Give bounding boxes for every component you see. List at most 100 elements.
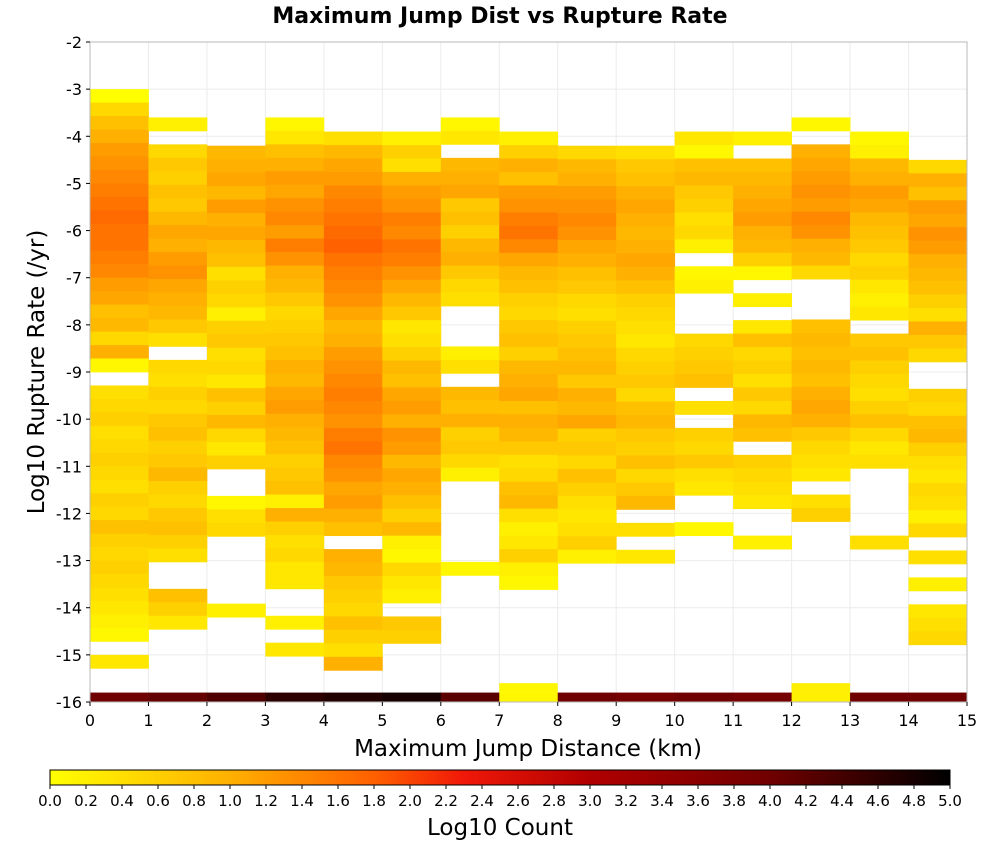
heatmap-cell [206,199,266,214]
heatmap-cell [674,360,734,375]
heatmap-cell [265,211,325,226]
colorbar-tick-label: 0.8 [182,792,206,810]
heatmap-cell [382,616,442,631]
y-tick-label: -15 [56,646,82,665]
heatmap-cell [908,483,968,497]
heatmap-cell [206,388,266,403]
heatmap-cell [557,509,617,524]
heatmap-cell [850,374,909,388]
heatmap-cell [908,388,968,403]
heatmap-cell [908,173,968,188]
heatmap-cell [616,347,676,362]
heatmap-cell [90,291,149,306]
x-tick-label: 12 [781,711,801,730]
heatmap-cell [265,508,325,522]
heatmap-cell [499,293,559,308]
heatmap-cell [616,280,676,295]
heatmap-cell [499,441,559,456]
heatmap-cell [148,279,208,293]
heatmap-cell [674,198,734,213]
colorbar-tick-label: 0.6 [146,792,170,810]
heatmap-cell [323,171,383,186]
heatmap-cell [850,279,909,294]
heatmap-cell [382,562,442,577]
x-tick-label: 3 [260,711,270,730]
heatmap-cell [616,293,676,308]
heatmap-cell [850,387,909,402]
heatmap-cell [616,428,676,443]
heatmap-cell [733,400,792,415]
colorbar-tick-label: 2.0 [398,792,422,810]
heatmap-cell [148,588,208,603]
heatmap-cell [265,642,325,657]
heatmap-cell [265,575,325,590]
heatmap-cell [440,198,500,213]
heatmap-cell [265,144,325,159]
heatmap-cell [382,441,442,456]
heatmap-cell [850,454,909,469]
heatmap-cell [148,117,208,132]
y-axis-label: Log10 Rupture Rate (/yr) [24,230,50,515]
heatmap-cell [733,481,792,496]
heatmap-cell [850,252,909,267]
heatmap-cell [850,360,909,375]
heatmap-cell [733,387,792,402]
heatmap-cell [323,239,383,254]
heatmap-cell [499,576,559,590]
heatmap-cell [908,523,968,538]
heatmap-cell [908,186,968,201]
y-tick-label: -12 [56,504,82,523]
heatmap-cell [674,212,734,227]
heatmap-cell [382,185,442,200]
y-tick-label: -3 [66,80,82,99]
heatmap-cell [557,522,617,537]
heatmap-cell-bottom-row [382,692,442,702]
heatmap-cell [557,145,617,160]
colorbar-ticks: 0.0 0.2 0.4 0.6 0.8 1.0 1.2 1.4 1.6 1.8 2.0 2.2 2.4 2… [38,785,962,810]
heatmap-cell [440,225,500,240]
heatmap-cell [499,374,559,388]
heatmap-cell [265,130,325,145]
heatmap-cell [733,293,792,308]
heatmap-cell [791,386,851,401]
heatmap-cell [908,240,968,255]
heatmap-cell [265,400,325,415]
heatmap-cell [206,347,266,362]
heatmap-cell-bottom-row [90,692,149,702]
heatmap-cell [440,238,500,253]
heatmap-cell [382,535,442,550]
heatmap-cell [908,227,968,242]
heatmap-cell [90,587,149,602]
heatmap-cell [616,495,676,510]
heatmap-cell [90,304,149,319]
heatmap-cell [499,683,558,693]
colorbar-tick-label: 4.8 [902,792,926,810]
heatmap-cell [323,279,383,294]
heatmap-cell [557,442,617,456]
heatmap-cell [323,441,383,456]
heatmap-cell [499,549,559,563]
heatmap-cell [557,549,617,564]
heatmap-cell [323,198,383,213]
heatmap-cell [90,277,149,292]
heatmap-cell [908,604,968,619]
heatmap-cell [90,196,149,211]
heatmap-cell [557,320,617,335]
heatmap-cell [440,171,500,186]
colorbar-tick-label: 2.8 [542,792,566,810]
heatmap-cell [440,130,500,145]
heatmap-cell [148,467,208,482]
heatmap-cell [90,547,149,561]
heatmap-cell [557,361,617,376]
heatmap-cell [908,469,968,484]
heatmap-cell [206,159,266,174]
heatmap-cell [557,172,617,187]
heatmap-cell [323,589,383,604]
heatmap-cell [265,171,325,186]
heatmap-cell [616,226,676,241]
heatmap-cell [90,89,149,104]
heatmap-cell [323,347,383,361]
heatmap-cell [674,185,734,200]
heatmap-cell [148,400,208,415]
heatmap-cell [908,334,968,349]
